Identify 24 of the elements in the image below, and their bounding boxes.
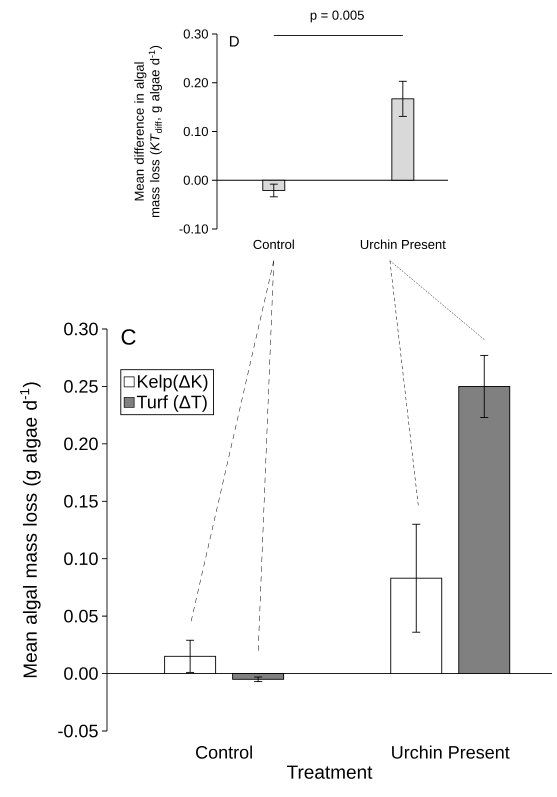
y-tick-label: 0.25 [64, 380, 98, 393]
y-tick-label: 0.20 [184, 78, 208, 88]
y-tick-label: 0.15 [64, 494, 98, 508]
x-axis-title: Treatment [286, 766, 372, 779]
x-tick-label: Urchin Present [392, 746, 510, 759]
x-tick-label: Urchin Present [360, 240, 446, 250]
y-tick-label: 0.00 [64, 667, 98, 680]
legend-label: Turf (ΔT) [136, 395, 207, 412]
annotation: C [122, 329, 136, 345]
x-tick-label: Control [253, 240, 294, 250]
text: p = 0.005 [310, 10, 364, 22]
x-tick-label: Control [196, 746, 252, 759]
y-tick-label: 0.10 [184, 126, 208, 136]
y-tick-label: 0.00 [184, 176, 208, 185]
y-tick-label: 0.30 [184, 29, 208, 39]
y-tick-label: 0.30 [64, 322, 98, 336]
annotation: D [230, 36, 239, 46]
y-tick-label: 0.20 [64, 437, 98, 450]
y-tick-label: -0.05 [58, 724, 98, 738]
y-tick-label: 0.10 [64, 552, 98, 566]
y-tick-label: -0.10 [179, 224, 208, 234]
legend-label: Kelp(ΔK) [138, 374, 208, 392]
y-axis-title: Mean algal mass loss (g algae d$^{-1}$) [20, 382, 41, 678]
y-tick-label: 0.05 [64, 610, 98, 622]
